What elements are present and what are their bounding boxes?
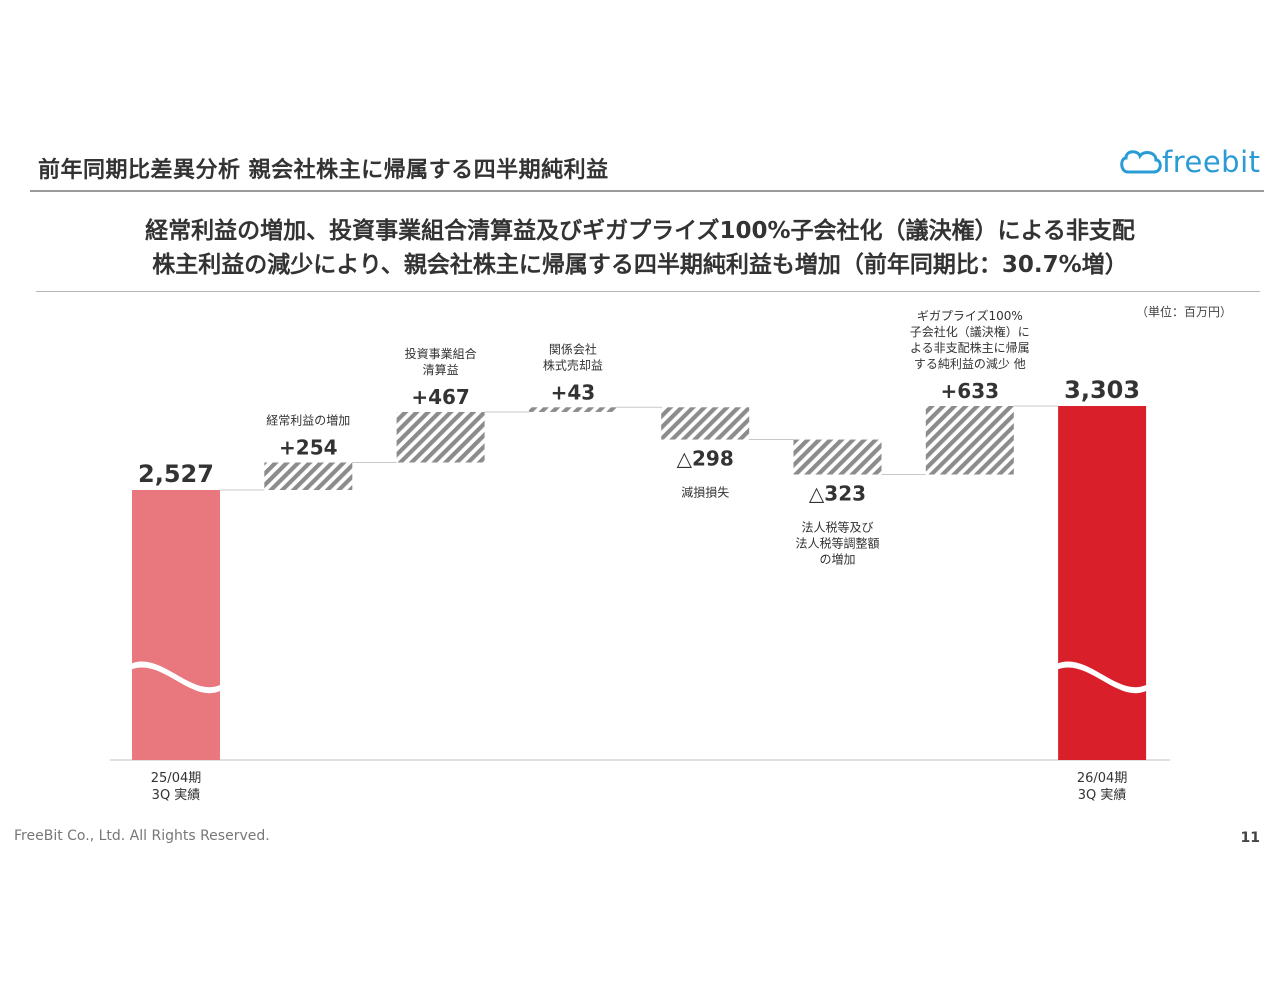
category-label-4-0: 減損損失 [681, 485, 729, 500]
value-label-0: 2,527 [138, 460, 214, 488]
value-label-7: 3,303 [1064, 376, 1140, 404]
bar-delta-4 [661, 407, 750, 440]
category-label-2-0: 投資事業組合 [405, 346, 477, 361]
unit-label: （単位：百万円） [1135, 305, 1232, 319]
value-label-2: +467 [411, 385, 470, 409]
bar-total-7 [1058, 406, 1147, 760]
category-label-0-1: 3Q 実績 [152, 787, 201, 803]
category-label-6-1: 子会社化（議決権）に [910, 324, 1030, 339]
axis-break-0 [130, 661, 222, 694]
category-label-6-3: する純利益の減少 他 [914, 356, 1026, 371]
value-label-5: △323 [809, 482, 866, 506]
freebit-logo-icon [1120, 150, 1162, 174]
value-label-6: +633 [941, 379, 1000, 403]
category-label-6-0: ギガプライズ100% [917, 308, 1023, 323]
headline-line-1: 経常利益の増加、投資事業組合清算益及びギガプライズ100%子会社化（議決権）によ… [145, 218, 1135, 244]
title-divider [30, 190, 1264, 192]
headline-line-2: 株主利益の減少により、親会社株主に帰属する四半期純利益も増加（前年同期比：30.… [152, 252, 1128, 278]
page-number: 11 [1240, 830, 1260, 846]
category-label-0-0: 25/04期 [151, 771, 201, 786]
category-label-5-1: 法人税等調整額 [795, 536, 879, 551]
bar-total-0 [132, 490, 220, 760]
category-label-5-2: の増加 [819, 553, 855, 567]
bar-delta-1 [264, 462, 353, 490]
bar-delta-3 [528, 407, 617, 412]
headline: 経常利益の増加、投資事業組合清算益及びギガプライズ100%子会社化（議決権）によ… [0, 214, 1280, 282]
category-label-6-2: よる非支配株主に帰属 [910, 340, 1030, 355]
category-label-3-1: 株式売却益 [543, 357, 603, 372]
bar-delta-6 [925, 406, 1014, 475]
category-label-3-0: 関係会社 [549, 341, 597, 356]
footer-copyright: FreeBit Co., Ltd. All Rights Reserved. [14, 828, 270, 844]
axis-break-7 [1056, 661, 1149, 694]
value-label-3: +43 [551, 380, 596, 404]
value-label-1: +254 [279, 436, 338, 460]
bar-delta-5 [793, 439, 882, 475]
category-label-1-0: 経常利益の増加 [266, 414, 350, 428]
slide-title: 前年同期比差異分析 親会社株主に帰属する四半期純利益 [38, 158, 609, 183]
category-label-2-1: 清算益 [423, 362, 459, 377]
category-label-7-1: 3Q 実績 [1078, 787, 1127, 803]
bar-delta-2 [396, 411, 485, 463]
logo-text: freebit [1162, 145, 1261, 179]
headline-divider [36, 291, 1260, 292]
category-label-5-0: 法人税等及び [801, 521, 873, 535]
value-label-4: △298 [677, 447, 734, 471]
category-label-7-0: 26/04期 [1077, 771, 1127, 786]
